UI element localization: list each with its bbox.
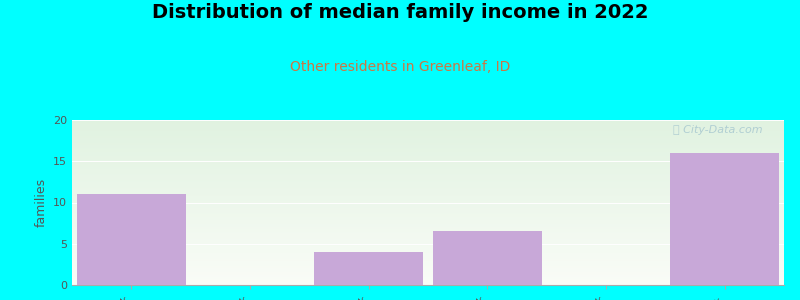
Bar <box>670 153 779 285</box>
Bar <box>77 194 186 285</box>
Text: Ⓣ City-Data.com: Ⓣ City-Data.com <box>673 125 762 135</box>
Bar <box>314 252 423 285</box>
Text: Distribution of median family income in 2022: Distribution of median family income in … <box>152 3 648 22</box>
Text: Other residents in Greenleaf, ID: Other residents in Greenleaf, ID <box>290 60 510 74</box>
Bar <box>433 231 542 285</box>
Y-axis label: families: families <box>34 178 47 227</box>
